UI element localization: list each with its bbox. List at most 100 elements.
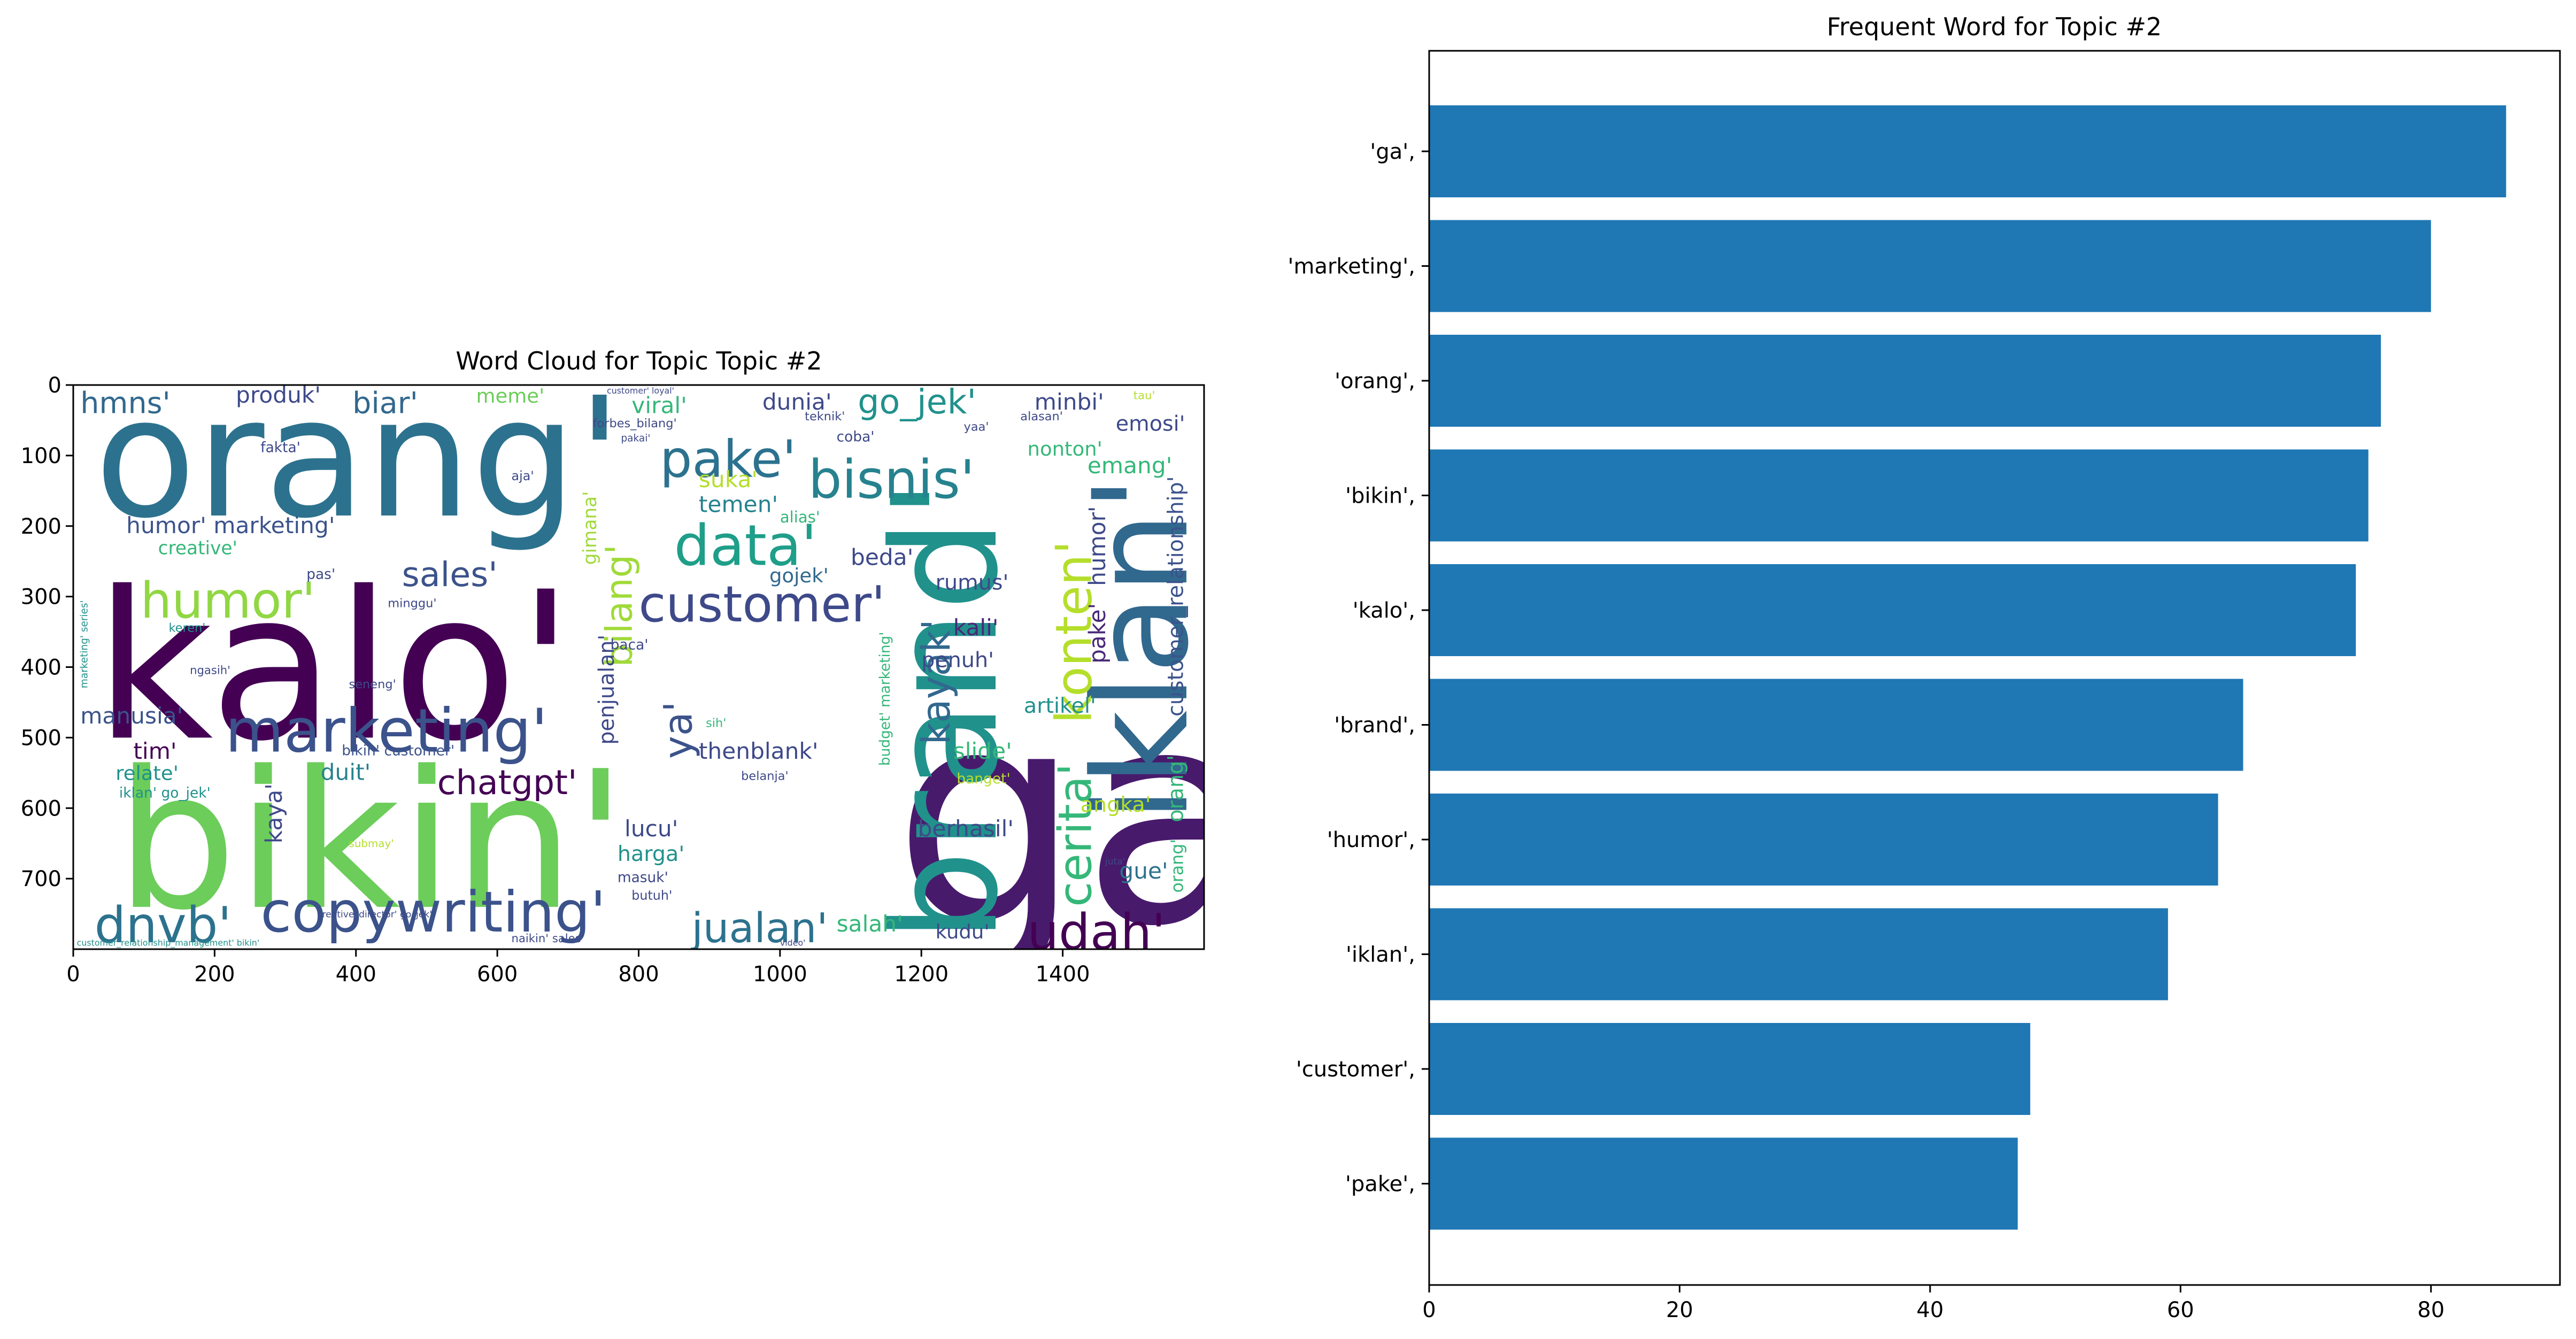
word-cloud-word: pake' [660, 430, 796, 489]
word-cloud-word: tim' [133, 738, 176, 764]
word-cloud-word: konten' [1045, 541, 1102, 724]
word-cloud-word: data' [674, 512, 817, 578]
word-cloud-word: duit' [321, 759, 371, 786]
word-cloud-word: slide' [953, 738, 1012, 764]
word-cloud-word: juta' [1105, 857, 1125, 867]
word-cloud-word: biar' [352, 387, 418, 421]
bar-chart-frame [1428, 50, 2561, 1286]
word-cloud-word: rumus' [936, 570, 1009, 595]
word-cloud-words: ga' kalo'bikin' orang' brand' iklan' marketin… [77, 362, 1345, 991]
word-cloud-word: creative_director' go_jek' [317, 910, 432, 920]
word-cloud-word: kali' [953, 614, 999, 641]
word-cloud-word: orang' [95, 362, 623, 555]
x-tick-label: 40 [1916, 1298, 1943, 1322]
word-cloud-word: seneng' [349, 678, 396, 691]
word-cloud-word: lucu' [624, 815, 678, 842]
word-cloud-word: salah' [837, 911, 903, 937]
word-cloud-word: angka' [1081, 792, 1151, 817]
word-cloud-title: Word Cloud for Topic Topic #2 [456, 347, 822, 375]
category-label: 'brand', [1334, 713, 1415, 738]
word-cloud-word: creative' [158, 538, 237, 559]
bar-chart-y-axis: 'ga', 'marketing', 'orang', 'bikin', 'kalo',… [1287, 140, 1429, 1197]
word-cloud-word: belanja' [741, 769, 789, 783]
word-cloud-word: go_jek' [858, 382, 976, 421]
word-cloud-word: sih' [706, 717, 726, 730]
word-cloud-word: ya' [657, 702, 701, 759]
y-tick-label: 0 [48, 373, 61, 398]
word-cloud-word: orang' [1168, 839, 1187, 893]
word-cloud-word: customer' [639, 575, 885, 633]
word-cloud-word: manusia' [80, 703, 183, 729]
x-tick-label: 600 [477, 962, 518, 987]
y-tick-label: 500 [21, 726, 61, 750]
word-cloud-word: butuh' [631, 888, 672, 903]
category-label: 'customer', [1296, 1057, 1415, 1082]
category-label: 'humor', [1327, 828, 1415, 852]
y-tick-label: 300 [21, 585, 61, 610]
word-cloud-word: penjualan' [595, 635, 619, 745]
word-cloud-word: orang' [1163, 755, 1188, 822]
word-cloud-word: pas' [306, 566, 335, 583]
word-cloud-word: ngasih' [190, 664, 230, 677]
word-cloud-word: budget' marketing' [877, 632, 893, 766]
word-cloud-word: brand' [861, 479, 1030, 942]
word-cloud-word: bikin' [115, 730, 627, 952]
word-cloud-word: meme' [476, 384, 544, 407]
word-cloud-word: harga' [618, 842, 684, 866]
word-cloud-word: berhasil' [918, 815, 1014, 842]
bar-chart-x-axis: 0 20 40 60 80 [1422, 1285, 2444, 1322]
bar [1429, 449, 2369, 542]
word-cloud-word: teknik' [805, 410, 845, 424]
word-cloud-word: bikin' customer' [342, 742, 454, 759]
word-cloud-word: video' [780, 937, 806, 948]
word-cloud-word: fakta' [260, 439, 300, 456]
word-cloud-word: sales' [402, 555, 498, 594]
word-cloud-word: copywriting' [260, 879, 606, 945]
word-cloud-word: keren' [168, 621, 205, 635]
x-tick-label: 1000 [753, 962, 807, 987]
bar [1429, 908, 2168, 1001]
x-tick-label: 0 [1422, 1298, 1436, 1322]
category-label: 'ga', [1370, 140, 1415, 164]
word-cloud-word: thenblank' [699, 738, 819, 764]
bar-chart-panel: Frequent Word for Topic #2 'ga', 'marketi… [1287, 12, 2561, 1322]
category-label: 'iklan', [1346, 943, 1415, 967]
word-cloud-word: beda' [851, 544, 913, 570]
bar-chart-title: Frequent Word for Topic #2 [1827, 12, 2162, 41]
word-cloud-word: marketing' [225, 697, 547, 766]
word-cloud-word: banget' [957, 771, 1010, 787]
y-tick-label: 400 [21, 656, 61, 680]
bar-chart-bars [1429, 105, 2506, 1230]
x-tick-label: 20 [1666, 1298, 1693, 1322]
word-cloud-word: dnvb' [95, 896, 232, 954]
word-cloud-word: artikel' [1024, 694, 1096, 718]
word-cloud-word: pakai' [621, 433, 650, 444]
word-cloud-word: hmns' [80, 387, 171, 421]
word-cloud-word: dunia' [762, 389, 832, 415]
word-cloud-word: iklan' go_jek' [119, 784, 211, 801]
word-cloud-word: udah' [1028, 903, 1166, 961]
y-tick-label: 100 [21, 444, 61, 468]
category-label: 'pake', [1345, 1172, 1415, 1197]
bar [1429, 1137, 2018, 1230]
x-tick-label: 80 [2417, 1298, 2444, 1322]
category-label: 'orang', [1335, 369, 1415, 394]
word-cloud-word: yaa' [964, 420, 989, 434]
x-tick-label: 800 [618, 962, 659, 987]
bar [1429, 105, 2506, 197]
word-cloud-word: coba' [837, 429, 875, 445]
word-cloud-word: humor' [141, 572, 315, 629]
word-cloud-word: humor' marketing' [126, 512, 335, 538]
word-cloud-word: ga' [893, 646, 1345, 991]
word-cloud-word: customer_relationship_management' bikin' [77, 937, 260, 948]
word-cloud-word: baca' [611, 637, 649, 653]
x-tick-label: 1400 [1036, 962, 1090, 987]
word-cloud-word: iklan' [1065, 476, 1217, 822]
word-cloud-word: minggu' [388, 596, 436, 610]
y-tick-label: 700 [21, 867, 61, 891]
word-cloud-x-axis: 0 200 400 600 800 1000 1200 1400 [66, 949, 1090, 987]
word-cloud-word: aja' [512, 468, 534, 483]
word-cloud-word: chatgpt' [437, 763, 577, 802]
word-cloud-word: jualan' [691, 905, 828, 952]
